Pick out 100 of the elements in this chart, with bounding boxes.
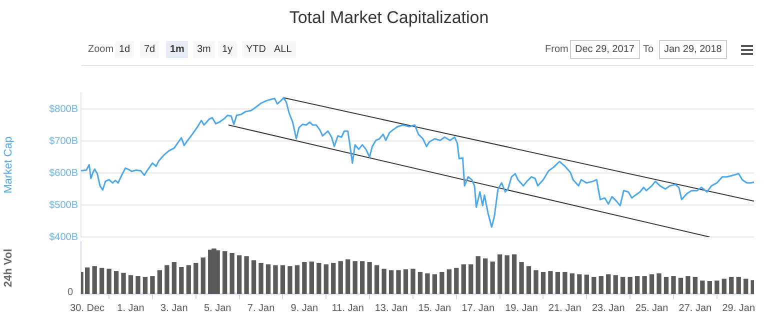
x-tick-label: 9. Jan [290,302,318,314]
bar [374,265,380,294]
x-tick-label: 19. Jan [505,302,538,314]
bar [200,257,206,294]
y-tick-label: $600B [49,168,78,179]
bar [294,265,300,294]
bar [92,266,97,294]
bar [577,274,582,294]
bar [266,264,271,294]
bar [114,271,119,294]
bar [598,276,604,294]
bar [106,268,112,294]
bar [678,278,684,294]
bar [331,262,336,294]
text: Dec 29, 2017 [570,40,640,59]
bar [367,262,372,294]
bar [222,251,228,294]
bar [671,276,676,294]
text: ALL [270,41,296,58]
bar [722,278,726,294]
bar [642,276,647,294]
bar [215,250,220,294]
text: 1d [115,41,134,58]
x-tick-label: 3. Jan [160,302,188,314]
bar [454,268,459,294]
y-axis-title: Market Cap [2,136,15,194]
bar [121,272,126,294]
bar [592,276,596,294]
x-tick-label: 25. Jan [635,302,668,314]
x-tick-label: 11. Jan [332,302,364,314]
bar [440,272,444,294]
bar [150,276,155,294]
bar [142,276,148,294]
bar [186,265,191,294]
y-tick-label: $400B [49,232,78,243]
bar [750,280,754,294]
bar [157,270,162,294]
bar [707,281,712,294]
bar [244,256,249,294]
bar [425,273,430,294]
bar [432,274,438,294]
bar [476,256,480,294]
bar [512,254,517,294]
text: Zoom [88,43,114,57]
bar [309,262,314,294]
y-axis-title: 24h Vol [2,248,15,288]
bar [352,261,358,294]
bar [526,266,532,294]
bar [258,262,264,294]
bar [548,271,553,294]
bar [628,276,632,294]
bar [360,261,365,294]
x-tick-label: 5. Jan [204,302,232,314]
bar [172,262,176,294]
bar [288,266,292,294]
bar [382,268,386,294]
bar [483,258,488,294]
bar [396,270,401,294]
bar [686,276,690,294]
text: 1y [218,41,237,58]
text: To [643,43,654,57]
bar [302,262,307,294]
bar [236,255,242,294]
text: Jan 29, 2018 [659,40,727,59]
text: 1m [166,41,188,58]
y-tick-label: $800B [49,104,78,115]
bar [85,267,90,294]
bar [634,276,640,294]
bar [700,280,705,294]
bar [736,276,741,294]
bar [273,265,278,294]
bar [584,274,589,294]
bar [744,278,748,294]
bar [280,265,286,294]
bar [128,275,134,294]
bar [230,252,234,294]
x-tick-label: 15. Jan [418,302,452,314]
bar [251,260,256,294]
bar [490,262,495,294]
bar [649,274,654,294]
bar [136,276,140,294]
bar [403,269,408,294]
bar [410,268,416,294]
bar [179,266,184,294]
y-tick-label: $700B [49,136,78,147]
bar [555,272,560,294]
text: 7d [140,41,160,58]
bar [562,272,568,294]
x-tick-label: 1. Jan [117,302,144,314]
bar [620,276,626,294]
x-tick-label: 7. Jan [247,302,275,314]
bar [504,255,510,294]
text: YTD [242,41,270,58]
x-tick-label: 23. Jan [592,302,625,314]
bar [418,272,423,294]
chart-title: Total Market Capitalization [288,8,490,28]
text: 0 [67,286,74,298]
bar [461,264,466,294]
x-tick-label: 27. Jan [678,302,712,314]
x-tick-label: 17. Jan [462,302,495,314]
